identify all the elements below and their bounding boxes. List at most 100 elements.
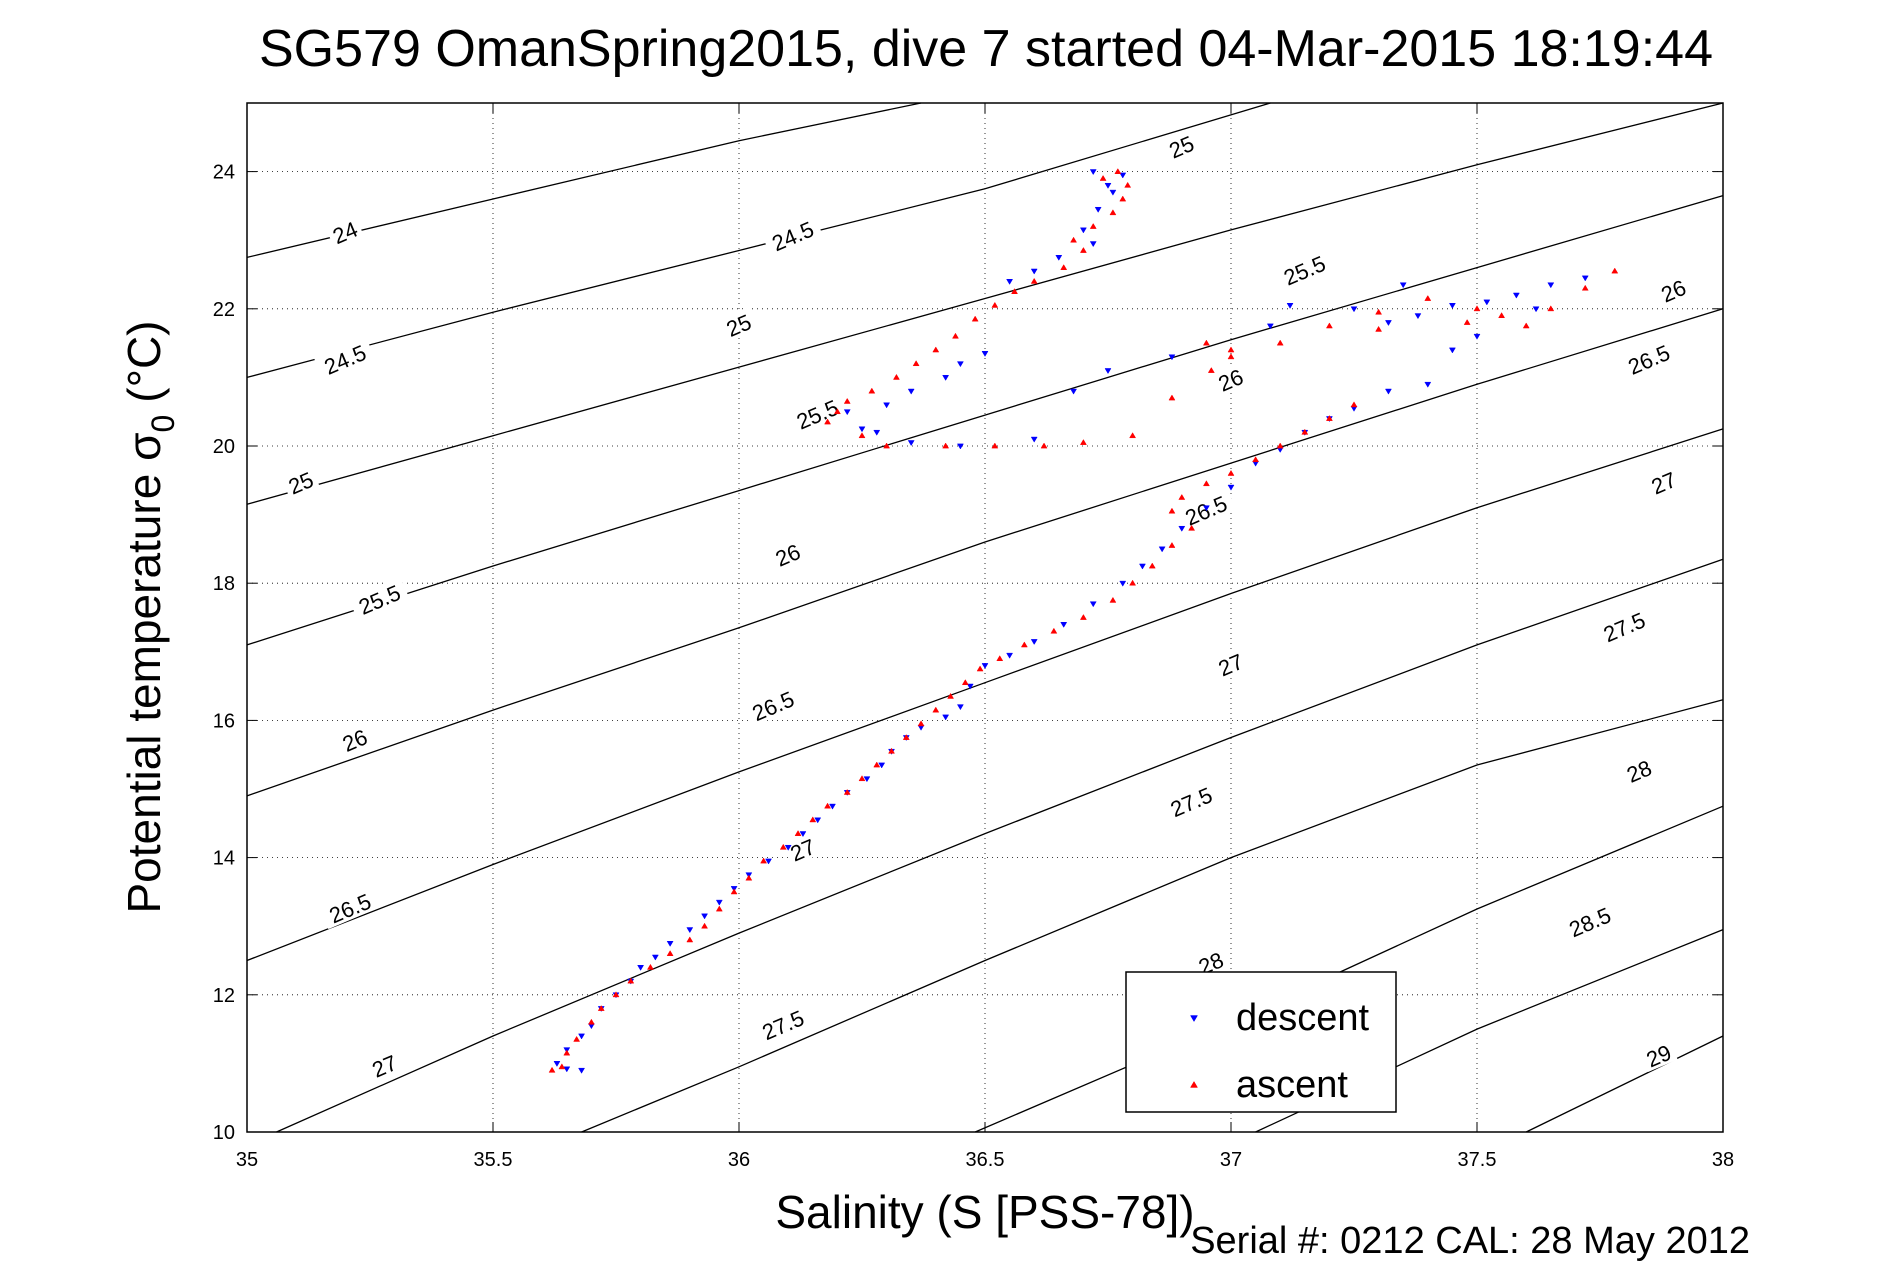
ascent-point (1375, 325, 1383, 332)
contour-label-background (314, 336, 376, 381)
y-axis-label: Potential temperature σ0 (°C) (118, 320, 181, 913)
descent-point (1385, 388, 1392, 395)
contour-label-background (718, 306, 758, 342)
ascent-point (1207, 367, 1215, 373)
ascent-point (858, 432, 866, 439)
ascent-point (996, 655, 1004, 662)
descent-point (784, 844, 792, 851)
ascent-point (1473, 305, 1481, 312)
legend-box (1125, 971, 1397, 1113)
y-tick-label: 12 (213, 985, 235, 1007)
contour-line-sigma-26-5 (246, 428, 1724, 962)
ascent-point (1168, 541, 1176, 548)
x-tick-label: 36.5 (966, 1149, 1005, 1171)
contour-line-sigma-28 (974, 805, 1724, 1133)
ascent-point (715, 905, 723, 912)
data-series (548, 168, 1619, 1074)
ascent-point (573, 1035, 581, 1042)
chart-title: SG579 OmanSpring2015, dive 7 started 04-… (259, 20, 1713, 78)
ascent-point (888, 747, 895, 754)
descent-point (981, 351, 989, 357)
x-tick-label: 35 (236, 1149, 258, 1171)
descent-point (553, 1061, 561, 1067)
contour-label-background (1210, 361, 1250, 397)
contour-label-background (782, 831, 822, 867)
contour-line-sigma-24 (246, 102, 922, 259)
ascent-point (947, 692, 954, 699)
descent-point (1089, 169, 1097, 176)
contour-label-background (1191, 944, 1230, 980)
descent-point (1104, 368, 1112, 375)
ascent-point (1099, 174, 1107, 181)
ascent-point (912, 360, 920, 367)
contour-line-sigma-24-5 (246, 102, 1271, 379)
contour-line-sigma-27-5 (581, 699, 1724, 1133)
ascent-point (873, 761, 881, 768)
descent-point (1158, 546, 1166, 553)
contour-label-background (761, 212, 823, 257)
ascent-point (843, 788, 851, 795)
descent-point (966, 683, 974, 690)
y-tick-label: 20 (213, 436, 235, 458)
ascent-point (1375, 308, 1383, 315)
descent-point (1030, 436, 1038, 443)
contour-label-background (1643, 464, 1683, 500)
descent-point (715, 899, 723, 906)
x-axis-label: Salinity (S [PSS-78]) (775, 1186, 1194, 1238)
ascent-point (1079, 439, 1087, 445)
ascent-point (1040, 442, 1048, 449)
contour-labels: 2424.52524.52525.5262525.52626.525.52626… (280, 128, 1693, 1083)
ascent-point (1350, 401, 1358, 408)
ascent-point (1463, 319, 1471, 325)
ascent-point (932, 706, 940, 713)
ascent-point (1227, 353, 1235, 360)
ascent-point (1202, 339, 1210, 346)
descent-point (858, 426, 866, 433)
ascent-point (1325, 322, 1333, 329)
descent-point (942, 375, 950, 381)
ascent-point (587, 1018, 595, 1025)
x-tick-label: 37.5 (1458, 1149, 1497, 1171)
x-tick-label: 38 (1712, 1149, 1734, 1171)
ascent-point (824, 418, 831, 425)
contour-label-background (348, 576, 410, 621)
ascent-point (1119, 195, 1127, 202)
descent-point (1055, 255, 1063, 261)
descent-point (1089, 241, 1097, 248)
ascent-point (1060, 264, 1068, 270)
ascent-point (1188, 524, 1196, 531)
legend-markers (1190, 1015, 1198, 1088)
ascent-point (902, 734, 910, 740)
ascent-point (1089, 222, 1097, 229)
contour-label-background (1160, 778, 1222, 823)
descent-point (1109, 189, 1117, 196)
descent-point (686, 927, 694, 934)
descent-point (1266, 323, 1274, 330)
ascent-point (760, 857, 768, 864)
ascent-point (1276, 339, 1284, 346)
contour-label-background (1617, 336, 1679, 381)
descent-point (863, 776, 871, 783)
descent-point (1119, 580, 1127, 587)
contour-label-group: 26 (1653, 272, 1693, 307)
ascent-point (1050, 627, 1058, 634)
ascent-point (1498, 312, 1506, 319)
descent-point (1119, 172, 1127, 179)
descent-point (1532, 306, 1540, 313)
descent-point (1202, 505, 1210, 512)
descent-point (1399, 282, 1407, 289)
descent-point (1104, 182, 1112, 189)
descent-point (1006, 279, 1014, 285)
descent-point (883, 402, 891, 409)
ascent-point (843, 397, 851, 404)
descent-point (1385, 320, 1392, 327)
ascent-point (730, 888, 738, 895)
descent-point (1512, 292, 1520, 299)
ascent-point (1424, 295, 1432, 301)
y-tick-label: 16 (213, 710, 235, 732)
ascent-point (932, 346, 940, 353)
contour-label-background (1593, 603, 1655, 648)
ascent-point (917, 720, 925, 727)
contour-label-background (335, 721, 374, 757)
